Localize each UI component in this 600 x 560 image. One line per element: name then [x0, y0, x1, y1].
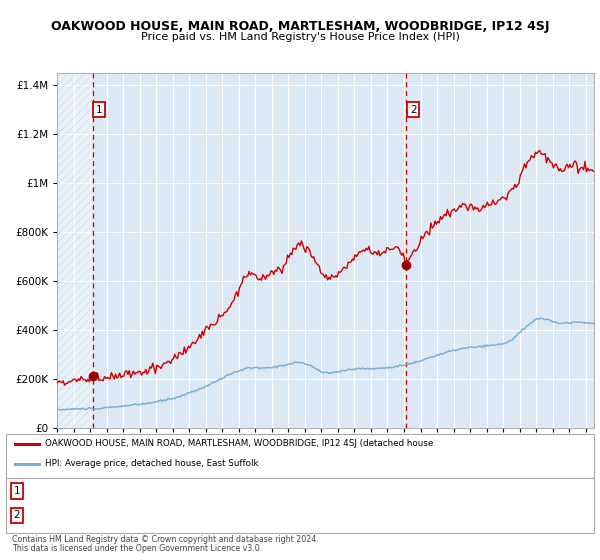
Text: 24-FEB-1995: 24-FEB-1995 — [45, 486, 109, 496]
Text: 2: 2 — [410, 105, 416, 115]
Text: 2: 2 — [13, 511, 20, 520]
Text: 183% ↑ HPI: 183% ↑ HPI — [300, 486, 359, 496]
Text: Price paid vs. HM Land Registry's House Price Index (HPI): Price paid vs. HM Land Registry's House … — [140, 32, 460, 43]
Text: 153% ↑ HPI: 153% ↑ HPI — [300, 511, 359, 520]
Text: £665,000: £665,000 — [177, 511, 224, 520]
Text: HPI: Average price, detached house, East Suffolk: HPI: Average price, detached house, East… — [45, 459, 259, 468]
Text: OAKWOOD HOUSE, MAIN ROAD, MARTLESHAM, WOODBRIDGE, IP12 4SJ (detached house: OAKWOOD HOUSE, MAIN ROAD, MARTLESHAM, WO… — [45, 439, 433, 448]
Text: 1: 1 — [96, 105, 103, 115]
Text: This data is licensed under the Open Government Licence v3.0.: This data is licensed under the Open Gov… — [12, 544, 262, 553]
Bar — [57, 73, 92, 428]
Text: OAKWOOD HOUSE, MAIN ROAD, MARTLESHAM, WOODBRIDGE, IP12 4SJ: OAKWOOD HOUSE, MAIN ROAD, MARTLESHAM, WO… — [51, 20, 549, 32]
Text: 1: 1 — [13, 486, 20, 496]
Text: Contains HM Land Registry data © Crown copyright and database right 2024.: Contains HM Land Registry data © Crown c… — [12, 535, 319, 544]
Text: £215,000: £215,000 — [177, 486, 224, 496]
Text: 27-FEB-2014: 27-FEB-2014 — [45, 511, 109, 520]
